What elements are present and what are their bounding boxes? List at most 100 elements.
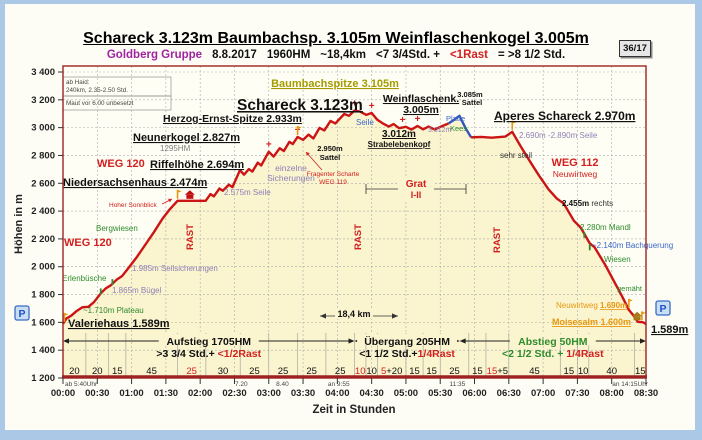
svg-text:2 000: 2 000 (31, 262, 55, 273)
axes: 3 400 3 200 3 000 2 800 2 600 2 400 2 200 2 000… (13, 67, 658, 416)
svg-text:Schareck 3.123m: Schareck 3.123m (237, 97, 363, 114)
svg-text:08:00: 08:00 (600, 388, 624, 399)
svg-text:10: 10 (366, 366, 377, 377)
svg-text:Fragenter Scharte: Fragenter Scharte (307, 171, 360, 178)
svg-text:einzelne: einzelne (275, 163, 307, 173)
route-sections: Aufstieg 1705HM>3 3/4 Std.+ <1/2Rast Über… (63, 334, 646, 360)
svg-text:Riffelhöhe 2.694m: Riffelhöhe 2.694m (150, 159, 244, 171)
svg-text:sehr steil: sehr steil (500, 151, 532, 160)
svg-text:ab 5:40Uhr: ab 5:40Uhr (65, 381, 98, 388)
svg-text:Sicherungen: Sicherungen (267, 173, 315, 183)
rest-time-label: <1Rast (449, 49, 489, 61)
svg-text:5+20: 5+20 (381, 366, 402, 377)
svg-text:3.085m: 3.085m (457, 90, 483, 99)
svg-text:Übergang 205HM: Übergang 205HM (364, 335, 450, 348)
svg-text:8.40: 8.40 (276, 381, 289, 388)
svg-text:20: 20 (92, 366, 103, 377)
svg-text:WEG 119: WEG 119 (319, 179, 347, 186)
svg-text:1 600: 1 600 (31, 317, 55, 328)
svg-text:18,4 km: 18,4 km (337, 309, 370, 319)
svg-text:Höhen in m: Höhen in m (13, 194, 25, 254)
svg-text:10: 10 (578, 366, 589, 377)
svg-text:Grat: Grat (406, 179, 427, 190)
svg-text:04:00: 04:00 (325, 388, 349, 399)
svg-text:25: 25 (335, 366, 346, 377)
svg-text:2.690m -2.890m Seile: 2.690m -2.890m Seile (519, 131, 598, 140)
svg-text:WEG 120: WEG 120 (64, 237, 112, 249)
svg-text:10: 10 (355, 366, 366, 377)
svg-text:3 400: 3 400 (31, 67, 55, 78)
svg-text:Sattel: Sattel (320, 153, 340, 162)
svg-text:3 000: 3 000 (31, 123, 55, 134)
svg-text:RAST: RAST (353, 224, 364, 250)
svg-text:25: 25 (278, 366, 289, 377)
svg-text:30: 30 (218, 366, 229, 377)
svg-text:~1.710m Plateau: ~1.710m Plateau (83, 306, 144, 315)
annotations: WEG 120 WEG 120 Niedersachsenhaus 2.474m Ri… (62, 78, 689, 336)
svg-text:+: + (352, 99, 358, 110)
svg-text:04:30: 04:30 (359, 388, 383, 399)
svg-text:3.005m: 3.005m (403, 104, 439, 116)
gridlines (63, 66, 646, 378)
svg-text:Niedersachsenhaus 2.474m: Niedersachsenhaus 2.474m (63, 177, 208, 189)
svg-text:2 800: 2 800 (31, 150, 55, 161)
svg-text:>3 3/4 Std.+ <1/2Rast: >3 3/4 Std.+ <1/2Rast (156, 348, 261, 360)
svg-text:an 9:55: an 9:55 (328, 381, 350, 388)
total-time-label: = >8 1/2 Std. (498, 49, 566, 61)
svg-text:Neunerkogel 2.827m: Neunerkogel 2.827m (133, 132, 240, 144)
svg-text:2.575m Seile: 2.575m Seile (224, 188, 271, 197)
svg-text:1 400: 1 400 (31, 345, 55, 356)
svg-text:Bergwiesen: Bergwiesen (96, 224, 138, 233)
svg-text:15: 15 (635, 366, 646, 377)
svg-text:15+5: 15+5 (487, 366, 508, 377)
svg-text:<1 1/2 Std.+1/4Rast: <1 1/2 Std.+1/4Rast (359, 348, 455, 360)
svg-text:15: 15 (472, 366, 483, 377)
svg-text:Baumbachspitze 3.105m: Baumbachspitze 3.105m (271, 78, 399, 90)
svg-text:25: 25 (449, 366, 460, 377)
svg-text:2 400: 2 400 (31, 206, 55, 217)
svg-text:2.950m: 2.950m (317, 144, 343, 153)
svg-text:40: 40 (606, 366, 617, 377)
svg-text:Aperes Schareck 2.970m: Aperes Schareck 2.970m (494, 109, 635, 123)
route-markers: ++++++ (63, 99, 646, 322)
svg-text:06:00: 06:00 (462, 388, 486, 399)
svg-text:RAST: RAST (185, 224, 196, 250)
page-title: Schareck 3.123m Baumbachsp. 3.105m Weinf… (83, 30, 589, 47)
svg-text:01:00: 01:00 (119, 388, 143, 399)
svg-text:+: + (369, 101, 375, 112)
svg-text:240km, 2.35-2.50 Std.: 240km, 2.35-2.50 Std. (66, 87, 128, 94)
svg-text:Aufstieg 1705HM: Aufstieg 1705HM (166, 336, 251, 348)
svg-text:25: 25 (186, 366, 197, 377)
svg-text:2.455m rechts: 2.455m rechts (562, 199, 613, 208)
svg-text:~2.140m Bachquerung: ~2.140m Bachquerung (592, 241, 673, 250)
svg-text:Maut vor 6.00 unbesetzt: Maut vor 6.00 unbesetzt (66, 100, 134, 107)
svg-text:Kees: Kees (450, 124, 467, 133)
svg-text:3 200: 3 200 (31, 95, 55, 106)
svg-text:WEG 120: WEG 120 (97, 158, 145, 170)
svg-text:Weinflaschenk.: Weinflaschenk. (383, 93, 459, 105)
leg-minutes: 20 20 15 45 25 30 25 25 25 25 10 10 5+20 15 15 25 15 15+5… (69, 366, 645, 377)
svg-text:RAST: RAST (492, 227, 503, 253)
height-meters-label: 1960HM (266, 49, 311, 61)
svg-text:06:30: 06:30 (497, 388, 521, 399)
svg-text:1295HM: 1295HM (160, 144, 191, 153)
svg-text:1.589m: 1.589m (651, 324, 689, 336)
plot-frame (62, 65, 647, 379)
svg-text:25: 25 (249, 366, 260, 377)
svg-text:Herzog-Ernst-Spitze 2.933m: Herzog-Ernst-Spitze 2.933m (163, 113, 302, 125)
svg-text:Neuwirtweg 1.690m: Neuwirtweg 1.690m (556, 301, 627, 310)
svg-text:an 14:15Uhr: an 14:15Uhr (612, 381, 649, 388)
svg-text:1.865m Bügel: 1.865m Bügel (112, 286, 162, 295)
svg-text:Abstieg 50HM: Abstieg 50HM (518, 336, 588, 348)
svg-text:Wiesen: Wiesen (604, 255, 631, 264)
svg-text:15: 15 (426, 366, 437, 377)
svg-text:07:00: 07:00 (531, 388, 555, 399)
svg-text:Zeit in Stunden: Zeit in Stunden (312, 404, 395, 416)
svg-text:ab Haid:: ab Haid: (66, 79, 90, 86)
svg-text:02:00: 02:00 (188, 388, 212, 399)
svg-text:1 200: 1 200 (31, 373, 55, 384)
